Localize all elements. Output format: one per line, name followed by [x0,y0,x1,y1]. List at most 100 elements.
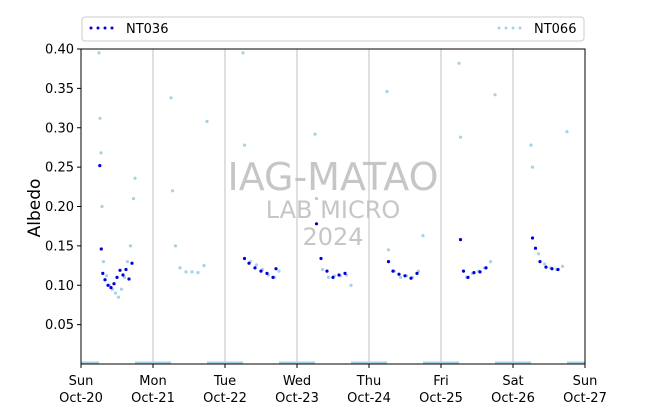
point-nt036 [319,256,323,261]
point-nt066 [398,275,403,279]
watermark-line1: IAG-MATAO [227,155,438,199]
point-nt036 [397,272,401,276]
point-nt036 [337,273,341,277]
point-nt036 [112,282,116,286]
point-nt036 [461,269,466,273]
point-nt066 [493,93,497,97]
point-nt066 [125,260,130,264]
legend-label-nt066: NT066 [534,22,576,37]
point-nt036 [242,256,247,261]
point-nt066 [196,271,200,275]
data-points [97,51,569,299]
point-nt066 [313,132,317,136]
watermark-line2: LAB MICRO [266,196,401,224]
point-nt066 [99,151,103,155]
legend-marker-nt066 [497,26,522,30]
point-nt066 [205,119,209,124]
point-nt066 [314,197,319,201]
x-tick-day: Sun [573,374,598,389]
point-nt066 [97,51,101,55]
point-nt036 [550,267,554,271]
point-nt036 [253,266,257,270]
y-tick-label: 0.25 [45,161,74,176]
point-nt066 [349,283,353,287]
point-nt036 [472,271,476,275]
point-nt066 [565,130,569,134]
point-nt066 [254,263,259,267]
x-tick-date: Oct-23 [275,391,319,406]
legend-box [81,16,585,42]
point-nt066 [277,269,281,273]
point-nt066 [128,244,133,248]
point-nt066 [326,275,331,279]
point-nt036 [130,261,134,265]
y-tick-label: 0.05 [45,318,74,333]
y-tick-label: 0.30 [45,121,74,136]
point-nt036 [124,267,128,272]
y-axis-ticks: 0.05 0.10 0.15 0.20 0.25 0.30 0.35 0.40 [45,43,81,333]
x-tick-day: Sat [502,374,523,389]
point-nt036 [314,222,319,226]
y-tick-label: 0.15 [45,239,74,254]
point-nt066 [202,264,206,268]
y-tick-label: 0.40 [45,43,74,58]
point-nt066 [416,269,421,273]
legend-marker-nt036 [89,26,114,30]
point-nt066 [242,143,247,147]
point-nt036 [271,275,275,279]
x-tick-date: Oct-25 [419,391,463,406]
point-nt036 [343,271,347,275]
point-nt036 [544,265,548,269]
point-nt036 [115,275,119,279]
point-nt036 [247,261,251,265]
point-nt036 [391,269,395,273]
x-tick-date: Oct-20 [59,391,103,406]
point-nt036 [101,271,105,275]
x-tick-day: Mon [139,374,166,389]
point-nt066 [98,116,102,120]
point-nt066 [241,51,245,55]
x-tick-date: Oct-21 [131,391,175,406]
point-nt066 [457,61,461,65]
point-nt066 [190,270,194,274]
y-tick-label: 0.10 [45,279,74,294]
point-nt066 [560,264,565,268]
x-tick-date: Oct-24 [347,391,391,406]
point-nt066 [104,274,109,278]
point-nt066 [320,267,325,272]
point-nt036 [99,247,103,251]
point-nt066 [122,275,127,279]
point-nt036 [415,271,419,275]
x-tick-date: Oct-26 [491,391,535,406]
point-nt036 [274,267,278,271]
x-axis-ticks: Sun Oct-20 Mon Oct-21 Tue Oct-22 Wed Oct-23 Thu O… [59,364,607,406]
point-nt036 [98,164,102,168]
point-nt066 [173,244,178,248]
point-nt036 [484,266,488,270]
point-nt066 [421,234,425,238]
point-nt066 [488,260,493,264]
point-nt066 [178,266,182,270]
point-nt066 [536,252,541,256]
x-tick-date: Oct-22 [203,391,247,406]
point-nt066 [101,260,106,264]
point-nt036 [121,273,125,277]
x-tick-day: Wed [283,374,311,389]
legend: NT036 NT066 [81,16,585,42]
point-nt036 [127,277,131,281]
point-nt036 [478,270,482,274]
point-nt036 [386,260,391,264]
point-nt066 [169,96,173,100]
vertical-grid [152,49,514,364]
point-nt066 [100,204,104,209]
point-nt036 [533,246,538,250]
point-nt066 [542,262,547,266]
point-nt066 [131,197,136,201]
x-tick-date: Oct-27 [563,391,607,406]
x-tick-day: Tue [213,374,236,389]
watermark: IAG-MATAO LAB MICRO 2024 [227,155,438,251]
point-nt066 [170,189,175,193]
point-nt066 [119,287,124,291]
point-nt066 [385,89,389,94]
